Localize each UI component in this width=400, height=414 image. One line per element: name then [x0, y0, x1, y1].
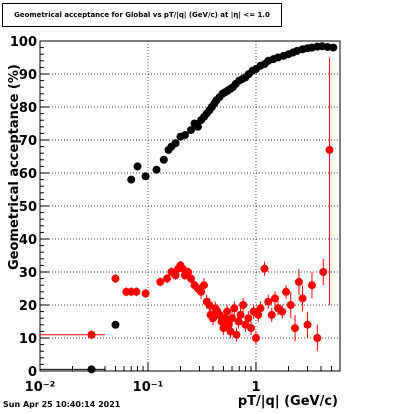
x-axis-label: pT/|q| (GeV/c) — [238, 394, 338, 409]
data-point-red — [186, 274, 195, 283]
x-tick-label: 10⁻² — [25, 380, 56, 395]
y-tick-label: 20 — [19, 299, 37, 314]
y-tick-label: 30 — [19, 266, 37, 281]
chart-title: Geometrical acceptance for Global vs pT/… — [2, 3, 282, 27]
y-tick-label: 90 — [19, 68, 37, 83]
data-point-black — [186, 126, 195, 135]
data-point-red — [223, 307, 232, 316]
data-point-red — [291, 324, 300, 333]
data-point-red — [132, 287, 141, 296]
data-point-black — [159, 155, 168, 164]
data-point-black — [127, 175, 136, 184]
data-point-red — [232, 330, 241, 339]
data-point-red — [239, 301, 248, 309]
y-tick-label: 0 — [28, 365, 37, 380]
y-tick-label: 10 — [19, 332, 37, 347]
y-axis-label: Geometrical acceptance (%) — [7, 64, 22, 270]
x-tick-label: 10⁻¹ — [133, 380, 164, 395]
data-point-red — [156, 277, 165, 286]
data-point-red — [230, 304, 239, 313]
data-point-black — [111, 320, 120, 329]
y-tick-label: 80 — [19, 101, 37, 116]
data-points — [40, 42, 338, 374]
x-tick-label: 1 — [251, 380, 260, 395]
data-point-red — [163, 274, 172, 283]
data-point-red — [303, 320, 312, 329]
data-point-red — [267, 310, 276, 319]
data-point-red — [286, 301, 295, 309]
data-point-red — [264, 297, 273, 306]
data-point-red — [256, 304, 265, 313]
data-point-red — [278, 307, 287, 316]
y-tick-label: 60 — [19, 167, 37, 182]
y-tick-label: 50 — [19, 200, 37, 215]
data-point-black — [329, 43, 338, 52]
data-point-red — [197, 287, 206, 296]
data-point-red — [171, 271, 180, 280]
data-point-red — [282, 287, 291, 296]
data-point-red — [294, 277, 303, 286]
data-point-black — [152, 165, 161, 174]
data-point-red — [228, 314, 237, 323]
data-point-black — [193, 122, 202, 131]
data-point-red — [199, 281, 208, 290]
data-point-red — [307, 281, 316, 290]
grid-lines — [40, 41, 340, 371]
data-point-red — [236, 310, 245, 319]
data-point-red — [184, 268, 193, 276]
y-tick-label: 70 — [19, 134, 37, 149]
data-point-red — [226, 327, 235, 336]
data-point-red — [247, 324, 256, 333]
data-point-red — [111, 274, 120, 283]
data-point-red — [319, 268, 328, 276]
data-point-red — [251, 334, 260, 342]
datestamp: Sun Apr 25 10:40:14 2021 — [3, 400, 121, 409]
data-point-red — [208, 314, 217, 323]
data-point-black — [141, 172, 150, 181]
data-point-red — [298, 294, 307, 303]
data-point-red — [205, 301, 214, 309]
data-point-red — [141, 289, 150, 298]
data-point-red — [270, 294, 279, 303]
data-point-black — [180, 131, 189, 140]
data-point-red — [313, 334, 322, 342]
data-point-black — [133, 162, 142, 171]
data-point-red — [260, 264, 269, 273]
y-tick-label: 100 — [10, 35, 37, 50]
data-point-black — [171, 139, 180, 148]
data-point-red — [244, 314, 253, 323]
y-tick-label: 40 — [19, 233, 37, 248]
